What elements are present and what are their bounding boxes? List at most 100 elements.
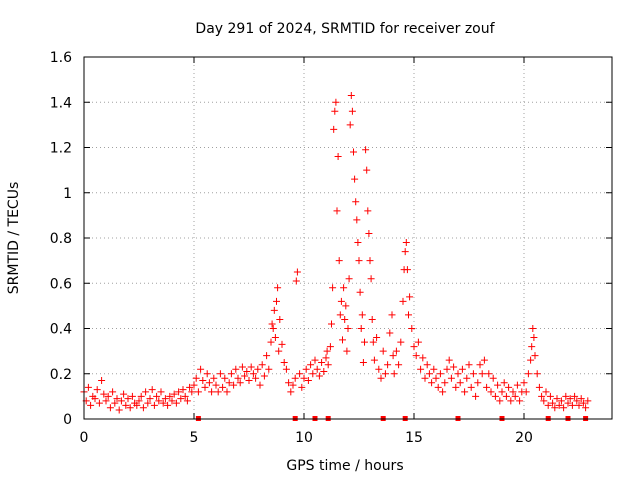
data-point <box>342 302 350 310</box>
data-point <box>530 334 538 342</box>
data-point <box>520 379 528 387</box>
data-point <box>326 343 334 351</box>
data-point <box>430 365 438 373</box>
data-point <box>388 311 396 319</box>
data-point <box>227 370 235 378</box>
data-point <box>458 365 466 373</box>
data-point <box>95 399 103 407</box>
data-point <box>343 347 351 355</box>
data-point <box>447 374 455 382</box>
data-point <box>135 397 143 405</box>
data-point <box>498 388 506 396</box>
data-point <box>403 266 411 274</box>
y-axis-label: SRMTID / TECUs <box>6 182 22 295</box>
data-point <box>104 392 112 400</box>
data-point <box>389 352 397 360</box>
data-point <box>265 365 273 373</box>
data-point <box>575 401 583 409</box>
data-point <box>564 399 572 407</box>
data-point <box>386 329 394 337</box>
data-point <box>489 374 497 382</box>
data-point <box>557 397 565 405</box>
data-point <box>474 379 482 387</box>
data-point <box>241 372 249 380</box>
data-point <box>137 392 145 400</box>
data-point <box>502 392 510 400</box>
data-point <box>377 374 385 382</box>
data-point <box>203 370 211 378</box>
data-point <box>434 383 442 391</box>
data-point <box>562 392 570 400</box>
y-tick-label: 1.6 <box>50 50 72 66</box>
data-point <box>354 239 362 247</box>
x-tick-label: 0 <box>80 430 89 446</box>
data-point <box>234 374 242 382</box>
data-point <box>485 370 493 378</box>
data-point <box>359 358 367 366</box>
data-point <box>445 356 453 364</box>
data-point <box>109 388 117 396</box>
data-point <box>280 358 288 366</box>
data-point <box>313 365 321 373</box>
data-point <box>571 392 579 400</box>
data-point <box>527 356 535 364</box>
data-point <box>494 381 502 389</box>
data-point <box>172 399 180 407</box>
data-point <box>336 311 344 319</box>
data-points <box>80 91 592 414</box>
x-axis-label: GPS time / hours <box>286 458 403 474</box>
data-point <box>461 388 469 396</box>
data-point <box>353 216 361 224</box>
data-point <box>414 338 422 346</box>
y-tick-label: 1 <box>63 186 72 202</box>
data-point <box>364 207 372 215</box>
data-point <box>124 395 132 403</box>
data-point <box>509 388 517 396</box>
data-point <box>405 311 412 319</box>
data-point <box>540 397 548 405</box>
data-point <box>472 392 480 400</box>
data-point <box>370 356 378 364</box>
data-point <box>268 320 276 328</box>
data-point <box>311 356 319 364</box>
data-point <box>128 392 136 400</box>
data-point <box>366 257 374 265</box>
data-point <box>579 399 587 407</box>
data-point <box>516 397 524 405</box>
data-point <box>102 397 110 405</box>
data-point <box>179 386 187 394</box>
data-point <box>351 175 359 183</box>
data-point <box>153 392 161 400</box>
data-point <box>232 365 240 373</box>
data-point <box>183 397 191 405</box>
data-point <box>210 374 218 382</box>
data-point <box>500 379 508 387</box>
data-point <box>304 377 312 385</box>
data-point <box>223 388 231 396</box>
data-point <box>98 377 106 385</box>
data-point <box>392 347 400 355</box>
data-point <box>560 404 568 412</box>
data-point <box>175 388 183 396</box>
data-point <box>452 383 460 391</box>
data-point <box>362 146 370 154</box>
data-point <box>214 388 222 396</box>
data-point <box>166 392 174 400</box>
data-point <box>577 395 585 403</box>
data-point <box>267 338 275 346</box>
data-point <box>236 379 244 387</box>
data-point <box>302 365 310 373</box>
data-point <box>282 365 290 373</box>
data-point <box>256 381 264 389</box>
data-point <box>480 356 488 364</box>
data-point <box>155 397 163 405</box>
x-tick-label: 20 <box>515 430 533 446</box>
data-point <box>300 374 308 382</box>
data-point <box>529 325 537 332</box>
data-point <box>553 395 561 403</box>
data-point <box>513 381 521 389</box>
data-point <box>439 388 447 396</box>
data-point <box>334 153 342 161</box>
data-point <box>328 320 335 328</box>
data-point <box>368 315 376 323</box>
